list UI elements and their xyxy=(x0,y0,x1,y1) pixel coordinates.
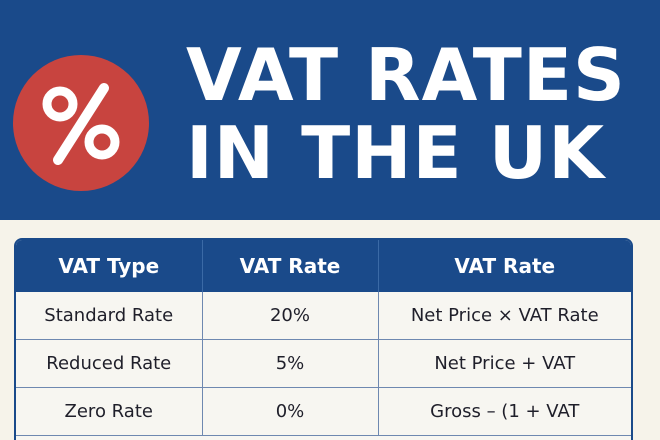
table-row: Reduced Rate 5% Net Price + VAT xyxy=(16,339,631,388)
table-header-row: VAT Type VAT Rate VAT Rate xyxy=(16,240,631,292)
title-line-2: IN THE UK xyxy=(186,111,605,195)
column-header-vat-rate: VAT Rate xyxy=(202,240,379,292)
percent-icon xyxy=(42,83,120,165)
cell-vat-rate: 0% xyxy=(202,387,379,436)
cell-vat-formula: Net Price + VAT xyxy=(378,339,631,388)
cell-vat-type: Standard Rate xyxy=(16,292,203,340)
cell-vat-type: Zero Rate xyxy=(16,387,203,436)
vat-rates-table: VAT Type VAT Rate VAT Rate Standard Rate… xyxy=(14,238,633,440)
title-line-1: VAT RATES xyxy=(186,33,626,117)
page-title: VAT RATES IN THE UK xyxy=(186,36,626,192)
table-row: Zero Rate 0% Gross – (1 + VAT xyxy=(16,387,631,436)
column-header-vat-type: VAT Type xyxy=(16,240,203,292)
cell-vat-rate: 5% xyxy=(202,339,379,388)
header-banner: VAT RATES IN THE UK xyxy=(0,0,660,220)
cell-vat-formula: Net Price × VAT Rate xyxy=(378,292,631,340)
cell-vat-rate: 20% xyxy=(202,292,379,340)
table-row: Standard Rate 20% Net Price × VAT Rate xyxy=(16,292,631,340)
cell-vat-formula: Gross – (1 + VAT xyxy=(378,387,631,436)
cell-vat-type: Reduced Rate xyxy=(16,339,203,388)
percent-badge xyxy=(13,55,149,191)
column-header-vat-calculation: VAT Rate xyxy=(378,240,631,292)
